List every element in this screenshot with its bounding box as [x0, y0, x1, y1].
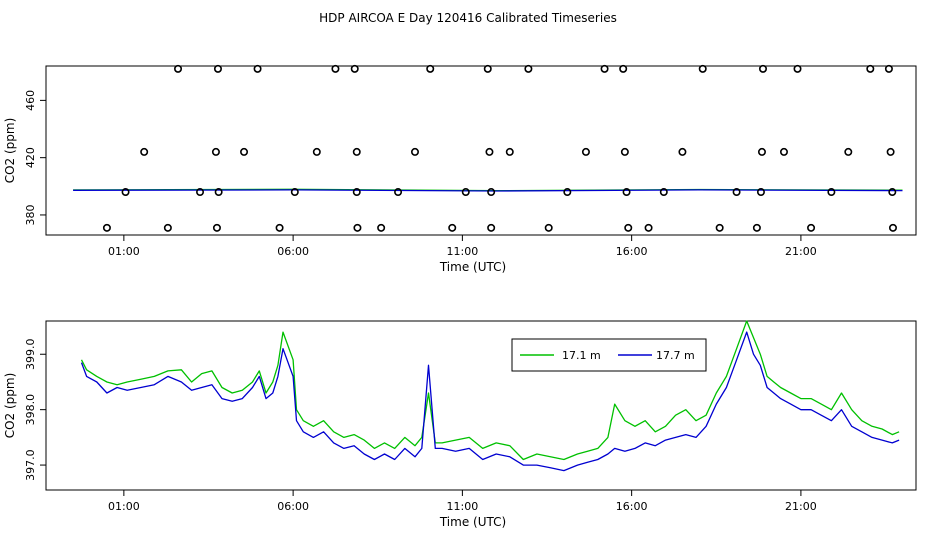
- x-axis-label: Time (UTC): [439, 515, 506, 529]
- data-point: [353, 223, 362, 232]
- x-tick-label: 06:00: [277, 500, 309, 513]
- plot-frame: [45, 65, 917, 236]
- plot-frame: [45, 320, 917, 491]
- data-point: [884, 64, 893, 73]
- legend: 17.1 m 17.7 m: [511, 338, 707, 372]
- data-point: [275, 223, 284, 232]
- legend-box: [511, 338, 707, 372]
- data-point: [485, 147, 494, 156]
- data-point: [212, 223, 221, 232]
- series-line-0: [80, 320, 900, 461]
- data-point: [505, 147, 514, 156]
- data-point: [196, 188, 205, 197]
- y-axis-label: CO2 (ppm): [3, 118, 17, 184]
- data-point: [732, 188, 741, 197]
- data-point: [827, 188, 836, 197]
- x-tick-label: 11:00: [447, 245, 479, 258]
- data-point: [174, 64, 183, 73]
- y-tick-label: 399.0: [24, 338, 37, 370]
- data-point: [487, 188, 496, 197]
- data-point: [886, 147, 895, 156]
- data-point: [312, 147, 321, 156]
- y-tick-label: 398.0: [24, 394, 37, 426]
- data-point: [779, 147, 788, 156]
- data-point: [448, 223, 457, 232]
- bottom-panel: 01:00 06:00 11:00 16:00 21:00 397.0 398.0 399.0…: [3, 320, 917, 529]
- legend-label-1: 17.7 m: [656, 349, 695, 362]
- data-point: [487, 223, 496, 232]
- x-tick-label: 01:00: [108, 245, 140, 258]
- data-point: [377, 223, 386, 232]
- data-point: [563, 188, 572, 197]
- x-axis-label: Time (UTC): [439, 260, 506, 274]
- data-point: [140, 147, 149, 156]
- data-point: [620, 147, 629, 156]
- x-tick-label: 21:00: [785, 500, 817, 513]
- data-point: [290, 188, 299, 197]
- data-point: [352, 147, 361, 156]
- data-point: [331, 64, 340, 73]
- data-point: [524, 64, 533, 73]
- x-tick-label: 06:00: [277, 245, 309, 258]
- data-point: [410, 147, 419, 156]
- data-point: [888, 223, 897, 232]
- data-point: [461, 188, 470, 197]
- data-point: [756, 188, 765, 197]
- data-point: [483, 64, 492, 73]
- data-point: [544, 223, 553, 232]
- data-point: [698, 64, 707, 73]
- data-point: [121, 188, 130, 197]
- data-point: [622, 188, 631, 197]
- y-tick-label: 460: [24, 90, 37, 111]
- data-point: [757, 147, 766, 156]
- data-point: [644, 223, 653, 232]
- data-point: [426, 64, 435, 73]
- data-point: [102, 223, 111, 232]
- data-point: [253, 64, 262, 73]
- data-point: [214, 188, 223, 197]
- chart-title: HDP AIRCOA E Day 120416 Calibrated Times…: [319, 11, 617, 25]
- data-point: [659, 188, 668, 197]
- data-point: [715, 223, 724, 232]
- data-point: [678, 147, 687, 156]
- series-line-1: [73, 189, 903, 192]
- x-tick-label: 16:00: [616, 245, 648, 258]
- data-point: [240, 147, 249, 156]
- data-point: [600, 64, 609, 73]
- data-point: [758, 64, 767, 73]
- y-tick-label: 380: [24, 204, 37, 225]
- data-point: [793, 64, 802, 73]
- x-tick-label: 21:00: [785, 245, 817, 258]
- data-point: [350, 64, 359, 73]
- data-point: [807, 223, 816, 232]
- data-point: [213, 64, 222, 73]
- data-point: [394, 188, 403, 197]
- data-point: [619, 64, 628, 73]
- x-tick-label: 11:00: [447, 500, 479, 513]
- y-tick-label: 397.0: [24, 449, 37, 481]
- y-axis-label: CO2 (ppm): [3, 373, 17, 439]
- data-point: [866, 64, 875, 73]
- y-tick-label: 420: [24, 147, 37, 168]
- data-point: [352, 188, 361, 197]
- data-point: [581, 147, 590, 156]
- data-point: [844, 147, 853, 156]
- x-tick-label: 01:00: [108, 500, 140, 513]
- data-point: [888, 188, 897, 197]
- data-point: [211, 147, 220, 156]
- data-point: [752, 223, 761, 232]
- data-point: [624, 223, 633, 232]
- x-tick-label: 16:00: [616, 500, 648, 513]
- data-point: [163, 223, 172, 232]
- legend-label-0: 17.1 m: [562, 349, 601, 362]
- series-line-1: [80, 331, 900, 472]
- top-panel: 01:00 06:00 11:00 16:00 21:00 380 420 460 Time (…: [3, 64, 917, 274]
